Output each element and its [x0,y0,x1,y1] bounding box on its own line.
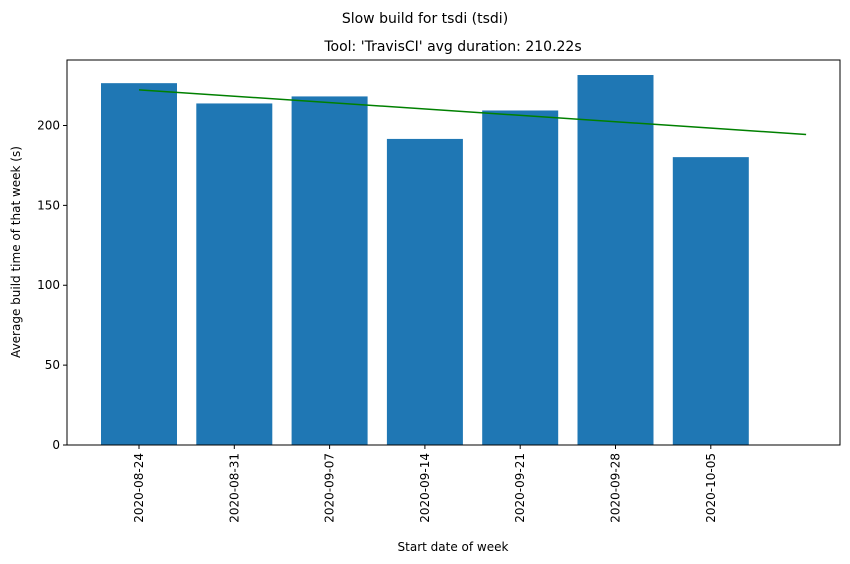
y-axis-label: Average build time of that week (s) [9,146,23,358]
x-tick-label: 2020-09-28 [609,453,623,523]
y-tick-label: 200 [37,118,60,132]
bar [196,103,273,446]
bar [291,96,368,446]
x-tick-label: 2020-09-21 [513,453,527,523]
x-tick-label: 2020-09-14 [418,453,432,523]
bar [672,157,749,445]
y-tick-label: 100 [37,278,60,292]
bar [577,75,654,445]
bar [386,138,463,446]
x-tick-label: 2020-09-07 [323,453,337,523]
y-tick-label: 150 [37,198,60,212]
y-tick-label: 0 [52,438,60,452]
chart-title: Tool: 'TravisCI' avg duration: 210.22s [323,39,581,55]
y-tick-label: 50 [45,358,60,372]
trend-line [138,89,807,136]
x-axis-label: Start date of week [398,540,509,554]
x-tick-label: 2020-10-05 [704,453,718,523]
x-tick-label: 2020-08-31 [227,453,241,523]
chart-suptitle: Slow build for tsdi (tsdi) [342,11,508,27]
bar [101,83,177,445]
bar [482,110,559,446]
plot-frame [66,59,841,446]
x-tick-label: 2020-08-24 [132,453,146,523]
